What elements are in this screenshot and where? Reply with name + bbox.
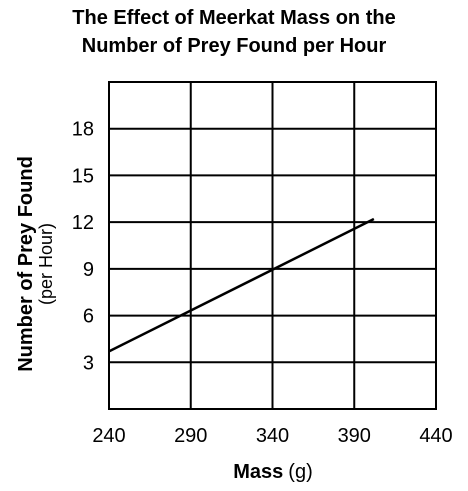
x-tick-labels: 240 290 340 390 440: [92, 425, 452, 447]
y-tick-label: 15: [72, 165, 94, 187]
y-tick-label: 6: [83, 306, 94, 328]
chart-title-line-1: The Effect of Meerkat Mass on the: [72, 7, 396, 29]
x-tick-label: 240: [92, 425, 125, 447]
x-tick-label: 340: [256, 425, 289, 447]
y-axis-sublabel: (per Hour): [36, 223, 56, 305]
y-tick-labels: 3 6 9 12 15 18: [72, 119, 94, 375]
series-layer: [108, 217, 375, 353]
x-tick-label: 440: [419, 425, 452, 447]
x-tick-label: 290: [174, 425, 207, 447]
y-tick-label: 12: [72, 212, 94, 234]
y-tick-label: 3: [83, 352, 94, 374]
chart-title-line-2: Number of Prey Found per Hour: [81, 35, 387, 57]
plot-frame: [108, 81, 437, 410]
series-line: [108, 217, 375, 353]
y-tick-label: 9: [83, 259, 94, 281]
x-axis-title: Mass (g): [233, 461, 312, 483]
x-axis-label: Mass: [233, 461, 283, 483]
x-axis-unit: (g): [288, 461, 312, 483]
x-tick-label: 390: [338, 425, 371, 447]
y-axis-label: Number of Prey Found: [15, 156, 37, 372]
grid: [108, 81, 437, 410]
y-tick-label: 18: [72, 119, 94, 141]
